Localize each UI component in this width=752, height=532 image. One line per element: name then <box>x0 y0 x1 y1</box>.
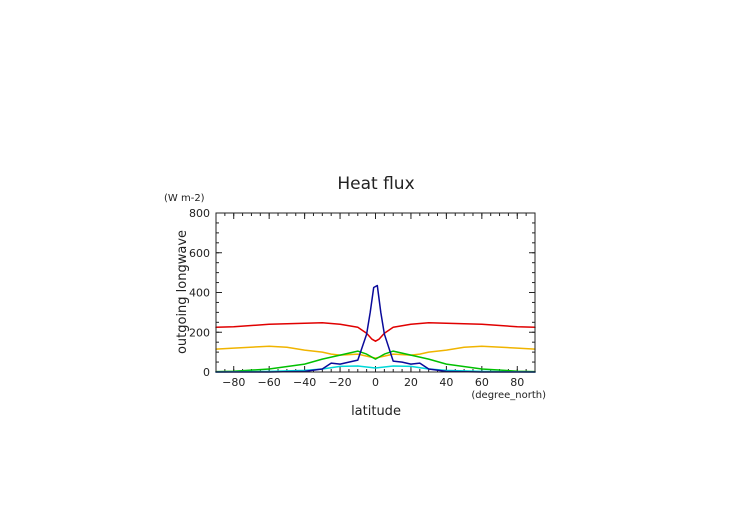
x-tick-label: −60 <box>258 376 281 389</box>
y-tick-label: 0 <box>203 366 210 379</box>
y-tick-label: 400 <box>189 287 210 300</box>
x-unit-label: (degree_north) <box>471 390 546 401</box>
plot-frame <box>215 212 536 373</box>
x-tick-label: 60 <box>475 376 489 389</box>
y-unit-label: (W m-2) <box>164 193 205 204</box>
y-tick-label: 800 <box>189 207 210 220</box>
y-axis-title: outgoing longwave <box>175 230 190 354</box>
series-line-3 <box>215 350 536 373</box>
series-line-1 <box>215 321 536 342</box>
y-tick-label: 600 <box>189 247 210 260</box>
x-tick-label: −40 <box>293 376 316 389</box>
x-tick-label: −80 <box>222 376 245 389</box>
x-tick-label: 0 <box>372 376 379 389</box>
x-tick-label: 20 <box>404 376 418 389</box>
series-line-5 <box>215 284 536 373</box>
x-tick-label: −20 <box>328 376 351 389</box>
series-lines <box>215 284 536 373</box>
x-axis-title: latitude <box>351 404 401 419</box>
x-tick-label: 40 <box>439 376 453 389</box>
chart-title: Heat flux <box>337 174 414 194</box>
y-tick-label: 200 <box>189 326 210 339</box>
x-tick-label: 80 <box>510 376 524 389</box>
series-line-2 <box>215 345 536 359</box>
